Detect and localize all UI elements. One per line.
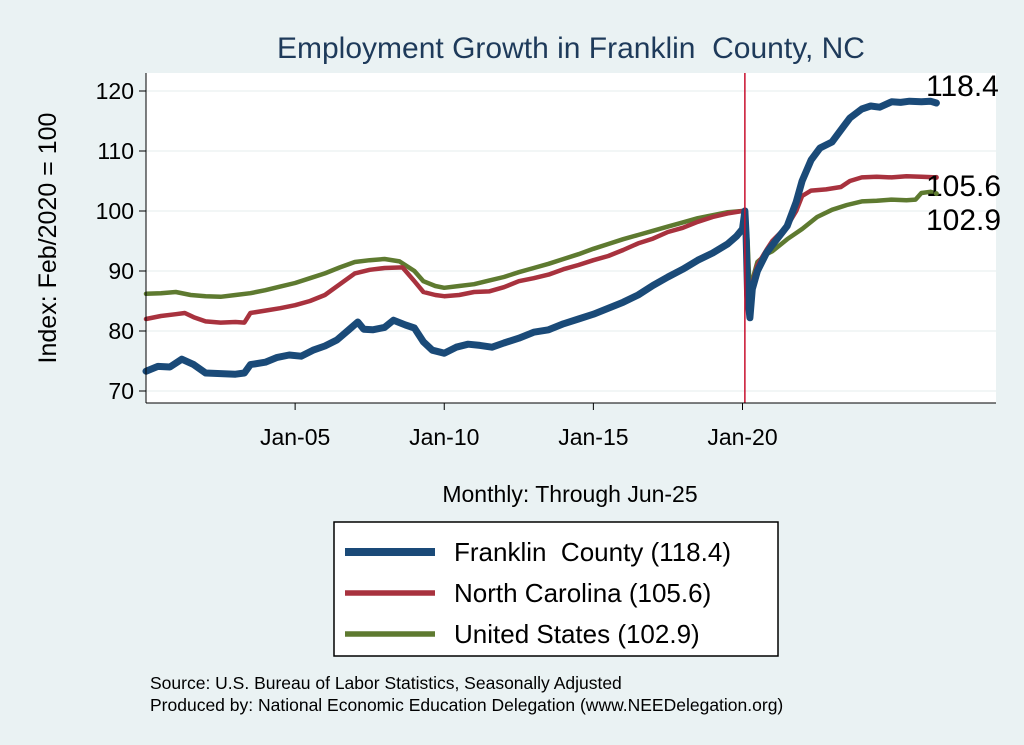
y-tick-label-100: 100 xyxy=(96,198,134,224)
x-tick-label-Jan-10: Jan-10 xyxy=(409,424,479,450)
y-tick-label-70: 70 xyxy=(108,378,134,404)
series-end-label-1: 105.6 xyxy=(926,170,1001,203)
series-end-label-2: 102.9 xyxy=(926,204,1001,237)
gridlines xyxy=(146,90,996,392)
x-tick-label-Jan-15: Jan-15 xyxy=(558,424,628,450)
x-axis-label: Monthly: Through Jun-25 xyxy=(442,481,697,507)
y-axis-ticks: 70 80 90 100 110 120 xyxy=(96,78,146,404)
series-end-label-0: 118.4 xyxy=(926,70,999,103)
y-tick-label-120: 120 xyxy=(96,78,134,104)
legend-label-2: United States (102.9) xyxy=(454,619,700,649)
legend-items: Franklin County (118.4) North Carolina (1… xyxy=(345,537,731,649)
series-end-point-0 xyxy=(933,100,939,106)
y-tick-label-80: 80 xyxy=(108,318,134,344)
legend-label-0: Franklin County (118.4) xyxy=(454,537,731,567)
source-note: Source: U.S. Bureau of Labor Statistics,… xyxy=(150,673,622,693)
y-tick-label-110: 110 xyxy=(97,138,134,164)
series-lines xyxy=(142,97,940,378)
produced-by-note: Produced by: National Economic Education… xyxy=(150,695,783,715)
series-end-point-2 xyxy=(933,191,939,197)
chart-title: Employment Growth in Franklin County, NC xyxy=(277,32,865,65)
plot-area xyxy=(146,73,996,403)
y-axis-label: Index: Feb/2020 = 100 xyxy=(34,113,62,364)
y-tick-label-90: 90 xyxy=(108,258,134,284)
legend-label-1: North Carolina (105.6) xyxy=(454,578,711,608)
series-line-2 xyxy=(143,189,939,301)
series-end-point-1 xyxy=(933,174,939,180)
legend: Franklin County (118.4) North Carolina (1… xyxy=(333,521,779,657)
axes xyxy=(145,73,996,404)
series-line-0 xyxy=(142,97,940,378)
x-axis-ticks: Jan-05 Jan-10 Jan-15 Jan-20 xyxy=(260,403,778,450)
x-tick-label-Jan-20: Jan-20 xyxy=(707,424,777,450)
x-tick-label-Jan-05: Jan-05 xyxy=(260,424,330,450)
